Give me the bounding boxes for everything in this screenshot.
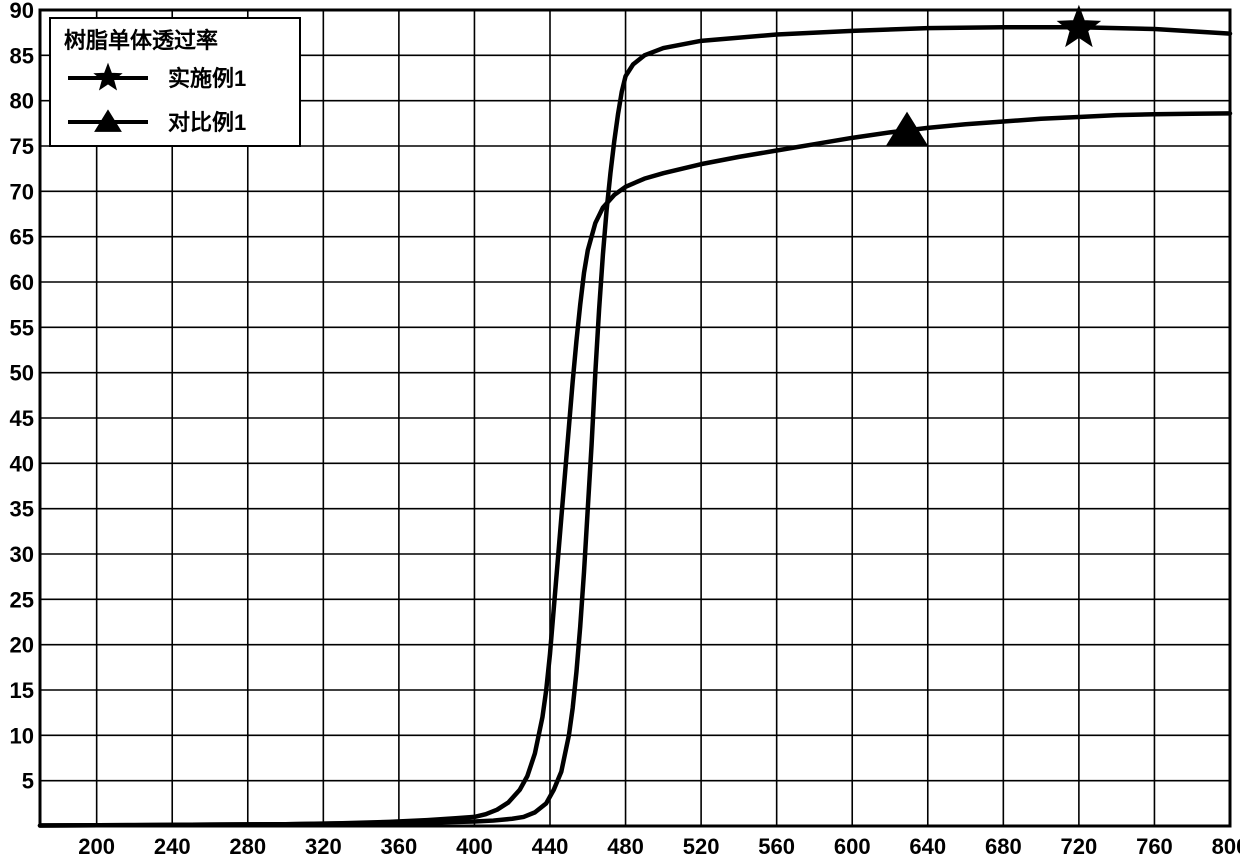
x-tick-label: 560	[758, 834, 795, 859]
x-tick-label: 440	[532, 834, 569, 859]
x-tick-label: 400	[456, 834, 493, 859]
x-tick-label: 360	[381, 834, 418, 859]
y-tick-label: 60	[10, 270, 34, 295]
y-tick-label: 70	[10, 179, 34, 204]
y-tick-label: 75	[10, 134, 34, 159]
y-tick-label: 5	[22, 769, 34, 794]
y-tick-label: 50	[10, 361, 34, 386]
x-tick-label: 640	[909, 834, 946, 859]
x-tick-label: 800	[1212, 834, 1240, 859]
y-tick-label: 10	[10, 723, 34, 748]
legend-item-label: 对比例1	[168, 110, 246, 135]
y-tick-label: 20	[10, 633, 34, 658]
y-tick-label: 90	[10, 0, 34, 23]
y-tick-label: 40	[10, 451, 34, 476]
y-tick-label: 25	[10, 587, 34, 612]
x-tick-label: 760	[1136, 834, 1173, 859]
x-tick-label: 480	[607, 834, 644, 859]
y-tick-label: 65	[10, 225, 34, 250]
y-tick-label: 80	[10, 89, 34, 114]
x-tick-label: 320	[305, 834, 342, 859]
x-tick-label: 720	[1061, 834, 1098, 859]
y-tick-label: 35	[10, 497, 34, 522]
x-tick-label: 200	[78, 834, 115, 859]
y-tick-label: 55	[10, 315, 34, 340]
y-tick-label: 15	[10, 678, 34, 703]
x-tick-label: 680	[985, 834, 1022, 859]
transmittance-chart: 2002402803203604004404805205606006406807…	[0, 0, 1240, 866]
legend-item-label: 实施例1	[168, 66, 246, 91]
y-tick-label: 30	[10, 542, 34, 567]
legend-title: 树脂单体透过率	[64, 28, 218, 53]
x-tick-label: 600	[834, 834, 871, 859]
x-tick-label: 240	[154, 834, 191, 859]
x-tick-label: 520	[683, 834, 720, 859]
x-tick-label: 280	[229, 834, 266, 859]
y-tick-label: 45	[10, 406, 34, 431]
y-tick-label: 85	[10, 43, 34, 68]
legend: 树脂单体透过率实施例1 对比例1	[50, 18, 300, 146]
